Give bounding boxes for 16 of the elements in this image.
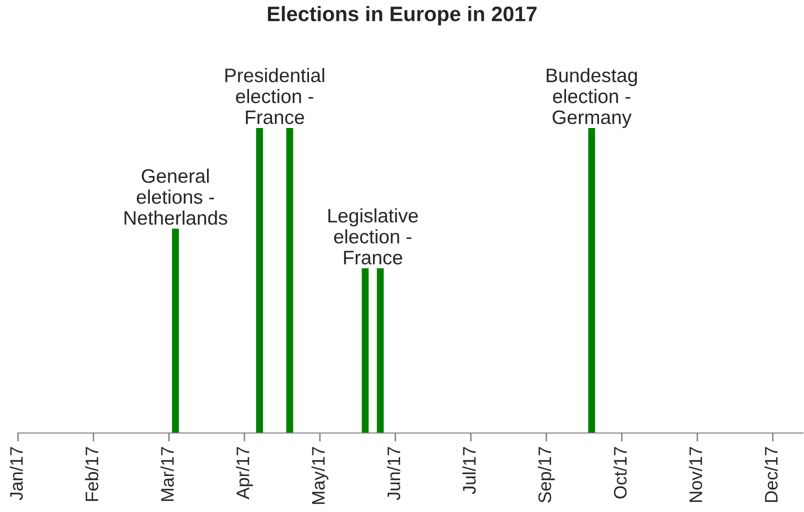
x-tick-label: Jan/17	[10, 447, 23, 500]
annotation: Bundestag election - Germany	[546, 68, 637, 128]
x-tick-label: Sep/17	[538, 447, 555, 503]
x-tick-label: Feb/17	[85, 447, 98, 501]
annotation: Legislative election - France	[328, 208, 418, 264]
x-tick-label: Jun/17	[386, 447, 400, 500]
x-tick-label: Mar/17	[160, 447, 174, 501]
annotation: Presidential election - France	[225, 68, 324, 124]
x-tick-label: Oct/17	[613, 447, 627, 499]
annotation: General eletions - Netherlands	[124, 168, 228, 225]
x-tick-label: Jul/17	[462, 447, 476, 494]
x-tick-label: May/17	[312, 447, 328, 504]
x-tick-label: Dec/17	[764, 447, 778, 502]
chart-title: Elections in Europe in 2017	[268, 6, 537, 26]
x-tick-label: Nov/17	[688, 447, 702, 502]
x-tick-label: Apr/17	[236, 447, 253, 500]
